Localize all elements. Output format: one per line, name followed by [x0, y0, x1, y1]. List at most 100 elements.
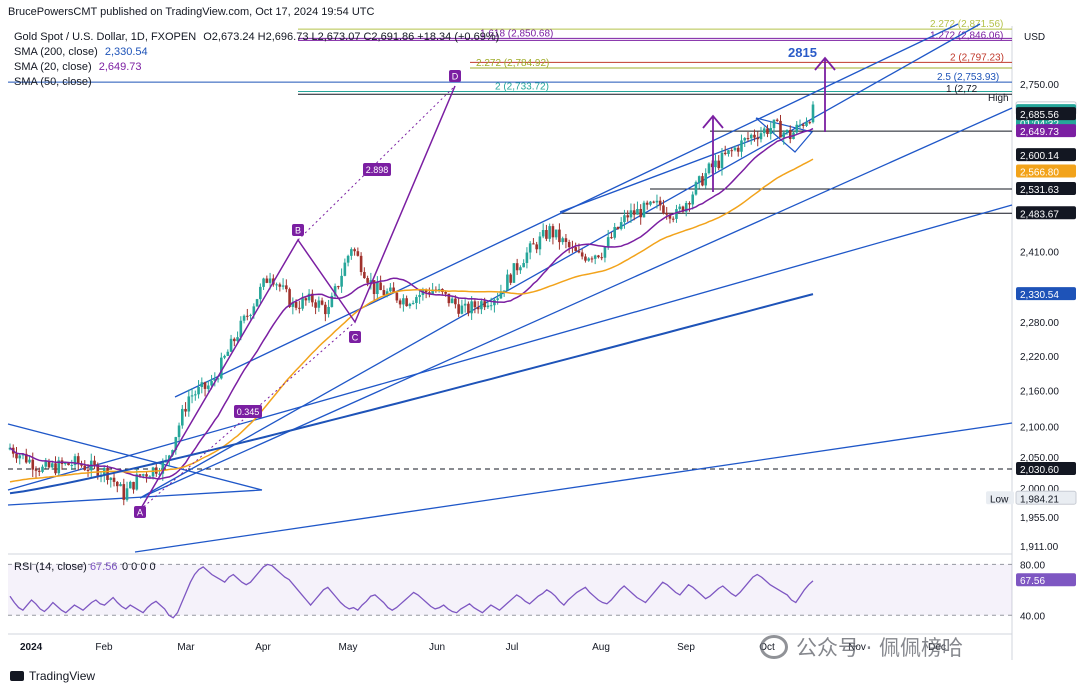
- rsi-line: [9, 563, 814, 619]
- candle-body: [402, 298, 405, 305]
- pattern-point-label: A: [137, 508, 143, 518]
- candle-body: [28, 459, 31, 463]
- symbol-name: Gold Spot / U.S. Dollar, 1D, FXOPEN: [14, 31, 197, 43]
- x-tick-label: Jul: [506, 642, 519, 653]
- candle-body: [808, 122, 812, 124]
- x-tick-label: Feb: [95, 642, 113, 653]
- candle-body: [753, 134, 756, 138]
- candle-body: [259, 286, 262, 300]
- candle-body: [645, 202, 649, 205]
- candle-body: [148, 476, 152, 478]
- candle-body: [288, 289, 291, 307]
- candle-body: [216, 378, 220, 380]
- candle-body: [80, 464, 83, 466]
- candle-body: [249, 314, 252, 316]
- candle-body: [652, 201, 656, 203]
- candle-body: [171, 450, 174, 456]
- price-label-box: [1016, 287, 1076, 301]
- x-tick-label: Jun: [429, 642, 445, 653]
- pattern-point-b: [292, 224, 304, 236]
- x-tick-label: 2024: [20, 642, 43, 653]
- rsi-price-box: [1016, 573, 1076, 587]
- sma50-legend[interactable]: SMA (50, close): [14, 76, 92, 88]
- candle-body: [467, 303, 470, 314]
- candle-body: [616, 226, 620, 229]
- candle-body: [805, 122, 808, 126]
- sma20-legend[interactable]: SMA (20, close) 2,649.73: [14, 61, 142, 73]
- candle-body: [519, 267, 522, 271]
- candle-body: [538, 236, 542, 250]
- x-tick-label: Mar: [177, 642, 195, 653]
- rsi-label: RSI (14, close): [14, 561, 87, 573]
- candle-body: [265, 278, 269, 283]
- candle-body: [223, 355, 226, 358]
- candle-body: [447, 293, 451, 304]
- fib-label: 1.272 (2,846.06): [930, 30, 1003, 41]
- candle-body: [512, 263, 516, 283]
- candle-body: [356, 251, 360, 256]
- candle-body: [376, 282, 379, 295]
- trend-line: [7, 204, 1013, 491]
- candle-body: [63, 462, 67, 465]
- candle-body: [740, 140, 743, 152]
- candle-body: [246, 315, 249, 317]
- candle-body: [301, 298, 304, 309]
- candle-body: [541, 230, 545, 237]
- candle-body: [795, 124, 799, 133]
- candle-body: [668, 214, 672, 219]
- candle-body: [587, 258, 590, 261]
- trend-line: [7, 423, 263, 491]
- candle-body: [190, 395, 194, 397]
- candle-body: [798, 124, 802, 126]
- candle-body: [184, 408, 187, 412]
- candle-body: [145, 474, 148, 477]
- candle-body: [551, 226, 555, 238]
- candle-body: [411, 303, 415, 305]
- candle-body: [785, 129, 789, 133]
- candle-body: [688, 202, 691, 205]
- candle-body: [522, 263, 525, 268]
- candle-body: [554, 229, 558, 238]
- candle-body: [255, 299, 259, 307]
- y-tick-label: 2,100.00: [1020, 422, 1059, 433]
- currency-label: USD: [1024, 32, 1046, 43]
- candle-body: [135, 474, 139, 490]
- candle-body: [623, 215, 626, 223]
- candle-body: [281, 285, 285, 287]
- candle-body: [54, 463, 57, 474]
- candle-body: [548, 226, 551, 239]
- candle-body: [115, 481, 119, 487]
- candle-body: [580, 252, 584, 257]
- candle-body: [736, 147, 740, 152]
- candle-body: [590, 258, 594, 260]
- trend-line: [7, 489, 263, 506]
- sma200-legend[interactable]: SMA (200, close) 2,330.54: [14, 46, 148, 58]
- candle-body: [395, 292, 399, 301]
- candle-body: [509, 274, 512, 283]
- candle-body: [769, 128, 773, 134]
- candle-body: [697, 176, 701, 183]
- candle-body: [239, 320, 243, 338]
- candle-body: [632, 210, 636, 215]
- candle-body: [187, 396, 191, 412]
- sma200-line: [9, 293, 814, 495]
- candle-body: [450, 298, 454, 304]
- candle-body: [727, 150, 730, 155]
- candle-body: [86, 469, 90, 471]
- x-tick-label: May: [339, 642, 358, 653]
- pattern-point-c: [349, 331, 361, 343]
- candle-body: [340, 275, 343, 287]
- tradingview-brand[interactable]: TradingView: [10, 669, 95, 683]
- candle-body: [418, 294, 421, 298]
- candle-body: [194, 394, 197, 396]
- candle-body: [285, 285, 288, 290]
- candle-body: [629, 210, 633, 218]
- fib-label: 2 (2,797.23): [950, 52, 1004, 63]
- candle-body: [428, 292, 431, 295]
- candle-body: [415, 297, 418, 304]
- candle-body: [525, 252, 529, 264]
- candle-body: [330, 295, 334, 307]
- trend-line: [174, 23, 959, 398]
- candle-body: [515, 263, 519, 271]
